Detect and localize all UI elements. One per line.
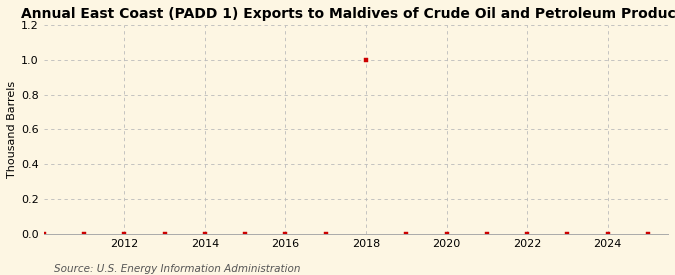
Title: Annual East Coast (PADD 1) Exports to Maldives of Crude Oil and Petroleum Produc: Annual East Coast (PADD 1) Exports to Ma… [21,7,675,21]
Text: Source: U.S. Energy Information Administration: Source: U.S. Energy Information Administ… [54,264,300,274]
Y-axis label: Thousand Barrels: Thousand Barrels [7,81,17,178]
